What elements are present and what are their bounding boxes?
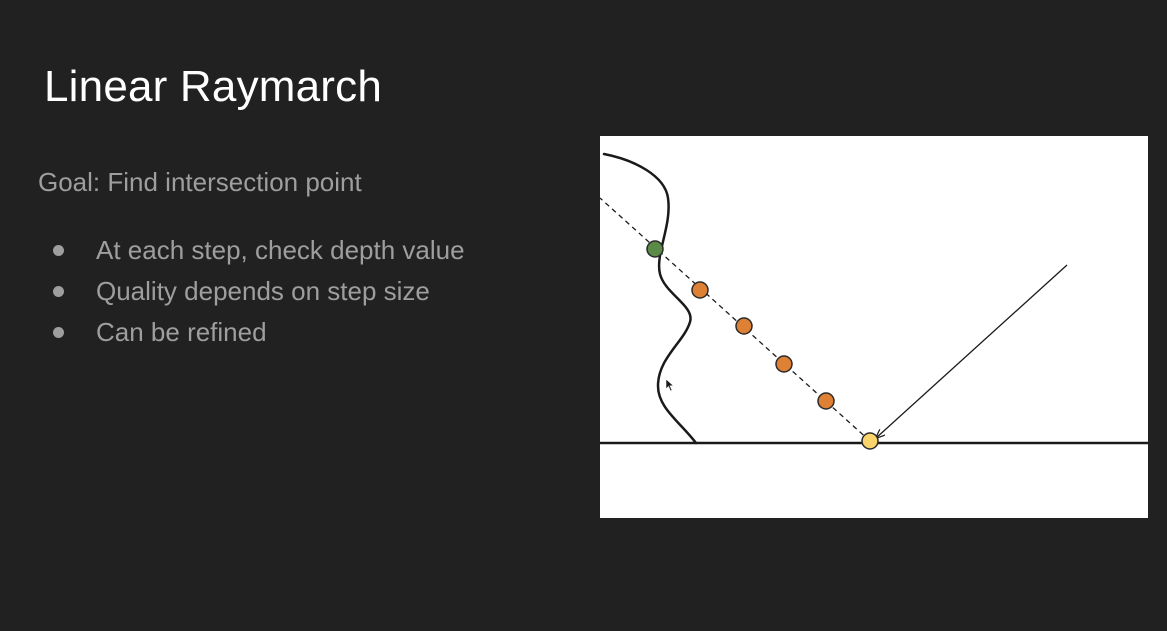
bullet-dot-icon (53, 245, 64, 256)
march-step-point (691, 281, 709, 299)
march-step-point (775, 355, 793, 373)
bullet-dot-icon (53, 286, 64, 297)
march-hit-point (646, 240, 664, 258)
march-step-point (735, 317, 753, 335)
march-step-point (817, 392, 835, 410)
bullet-text: At each step, check depth value (96, 235, 465, 265)
march-ray-dashed (600, 197, 871, 442)
bullet-dot-icon (53, 327, 64, 338)
raymarch-diagram (600, 136, 1148, 518)
slide-subtitle: Goal: Find intersection point (38, 167, 362, 197)
march-origin-point (861, 432, 879, 450)
incoming-ray (876, 264, 1068, 438)
mouse-cursor-icon (665, 378, 675, 392)
raymarch-diagram-svg (600, 152, 1148, 450)
slide-title: Linear Raymarch (44, 62, 383, 111)
bullet-text: Quality depends on step size (96, 276, 430, 306)
march-steps (646, 240, 879, 450)
bullet-text: Can be refined (96, 317, 267, 347)
object-surface-curve (602, 152, 698, 445)
